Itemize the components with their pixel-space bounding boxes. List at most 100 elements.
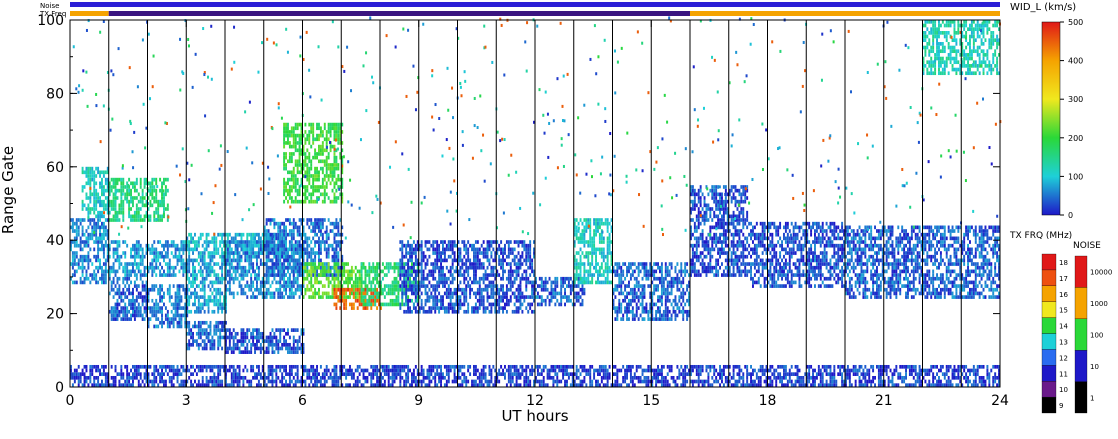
backscatter-cell — [130, 251, 132, 255]
backscatter-cell — [240, 331, 243, 336]
backscatter-cell — [416, 243, 419, 248]
backscatter-cell — [250, 346, 253, 351]
backscatter-cell — [498, 273, 501, 277]
backscatter-cell — [318, 126, 320, 131]
backscatter-cell — [335, 155, 338, 160]
backscatter-cell — [318, 225, 320, 230]
backscatter-cell — [128, 269, 131, 274]
backscatter-cell — [225, 335, 227, 340]
backscatter-cell — [211, 251, 214, 255]
backscatter-cell — [114, 240, 117, 244]
backscatter-cell — [137, 302, 140, 307]
backscatter-cell — [583, 225, 586, 230]
backscatter-cell — [161, 199, 163, 204]
backscatter-cell — [473, 258, 475, 263]
backscatter-cell — [252, 328, 255, 332]
backscatter-cell — [457, 262, 460, 266]
backscatter-cell — [269, 295, 272, 299]
backscatter-cell — [292, 236, 295, 241]
backscatter-cell — [318, 170, 320, 175]
backscatter-cell — [288, 185, 291, 189]
backscatter-cell — [190, 280, 193, 285]
backscatter-cell — [226, 350, 229, 354]
backscatter-cell — [341, 287, 344, 292]
backscatter-cell — [203, 295, 206, 299]
backscatter-cell — [85, 192, 88, 197]
backscatter-cell — [279, 284, 282, 288]
backscatter-cell — [273, 350, 276, 354]
backscatter-cell — [467, 273, 470, 277]
backscatter-cell — [157, 207, 160, 211]
backscatter-cell — [463, 262, 466, 266]
backscatter-cell — [318, 177, 320, 182]
backscatter-cell — [407, 243, 410, 248]
backscatter-cell — [290, 240, 293, 244]
backscatter-cell — [254, 269, 256, 274]
backscatter-cell — [325, 137, 328, 142]
backscatter-cell — [296, 269, 299, 274]
backscatter-cell — [589, 262, 592, 266]
backscatter-cell — [287, 141, 289, 145]
backscatter-cell — [333, 225, 336, 230]
backscatter-cell — [449, 269, 452, 274]
backscatter-cell — [463, 240, 466, 244]
backscatter-cell — [122, 298, 125, 303]
backscatter-cell — [548, 298, 551, 303]
backscatter-cell — [494, 251, 497, 255]
backscatter-cell — [205, 346, 208, 351]
backscatter-cell — [230, 251, 233, 255]
backscatter-cell — [203, 346, 206, 351]
backscatter-cell — [364, 298, 367, 303]
backscatter-cell — [139, 214, 142, 219]
backscatter-cell — [591, 280, 594, 285]
backscatter-cell — [604, 265, 607, 270]
backscatter-cell — [575, 251, 578, 255]
backscatter-cell — [321, 240, 324, 244]
backscatter-cell — [478, 284, 481, 288]
backscatter-cell — [432, 276, 435, 281]
backscatter-cell — [453, 243, 456, 248]
backscatter-cell — [147, 218, 150, 222]
backscatter-cell — [420, 269, 423, 274]
backscatter-cell — [533, 247, 535, 252]
backscatter-cell — [194, 273, 196, 277]
backscatter-cell — [292, 276, 295, 281]
backscatter-cell — [164, 240, 167, 244]
backscatter-cell — [79, 280, 82, 285]
backscatter-cell — [250, 331, 253, 336]
backscatter-cell — [164, 254, 167, 259]
backscatter-cell — [436, 254, 439, 259]
backscatter-cell — [279, 258, 282, 263]
backscatter-cell — [246, 295, 249, 299]
backscatter-cell — [188, 320, 191, 325]
backscatter-cell — [612, 269, 615, 274]
backscatter-cell — [335, 295, 338, 299]
backscatter-cell — [221, 280, 224, 285]
backscatter-cell — [277, 251, 280, 255]
backscatter-cell — [474, 240, 477, 244]
backscatter-cell — [192, 280, 194, 285]
backscatter-cell — [106, 247, 109, 252]
backscatter-cell — [130, 214, 132, 219]
backscatter-cell — [381, 302, 384, 307]
backscatter-cell — [273, 276, 276, 281]
backscatter-cell — [434, 265, 437, 270]
backscatter-cell — [102, 269, 105, 274]
backscatter-cell — [591, 258, 594, 263]
backscatter-cell — [589, 273, 592, 277]
backscatter-cell — [376, 295, 379, 299]
backscatter-cell — [163, 258, 165, 263]
backscatter-cell — [294, 247, 297, 252]
backscatter-cell — [393, 276, 396, 281]
backscatter-cell — [383, 273, 386, 277]
backscatter-cell — [339, 269, 342, 274]
backscatter-cell — [292, 152, 295, 156]
backscatter-cell — [159, 273, 162, 277]
backscatter-cell — [172, 306, 175, 310]
backscatter-cell — [97, 247, 100, 252]
backscatter-cell — [393, 291, 396, 296]
backscatter-cell — [133, 188, 136, 193]
backscatter-cell — [579, 240, 582, 244]
backscatter-cell — [312, 265, 315, 270]
backscatter-cell — [374, 302, 377, 307]
